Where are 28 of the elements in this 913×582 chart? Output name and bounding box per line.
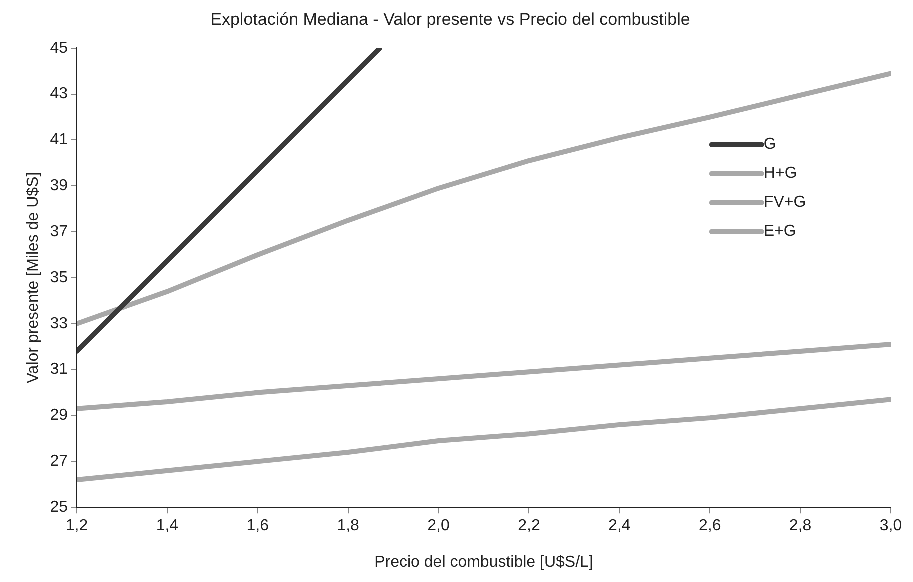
legend-label: E+G <box>764 223 796 240</box>
x-tick-label: 1,4 <box>156 518 179 535</box>
y-tick-label: 27 <box>50 453 68 470</box>
legend-label: FV+G <box>764 194 806 212</box>
x-tick-label: 1,8 <box>337 518 360 535</box>
chart-title: Explotación Mediana - Valor presente vs Precio del combustible <box>210 10 690 29</box>
x-tick-label: 3,0 <box>880 518 902 535</box>
x-tick-label: 2,0 <box>428 518 450 535</box>
legend-label: G <box>764 136 776 154</box>
y-tick-label: 37 <box>50 223 68 240</box>
x-tick-label: 2,6 <box>698 518 722 535</box>
x-tick-label: 2,4 <box>608 518 631 535</box>
y-axis-title: Valor presente [Miles de U$S] <box>25 172 42 384</box>
y-tick-label: 35 <box>50 269 68 286</box>
y-tick-label: 31 <box>50 361 68 378</box>
y-tick-label: 29 <box>50 407 68 424</box>
x-axis-title: Precio del combustible [U$S/L] <box>374 554 594 571</box>
y-tick-label: 25 <box>50 499 68 516</box>
x-tick-label: 2,2 <box>518 518 540 535</box>
x-tick-label: 1,6 <box>246 518 270 535</box>
y-tick-label: 39 <box>50 178 68 195</box>
y-tick-label: 41 <box>50 132 68 149</box>
x-tick-label: 2,8 <box>789 518 812 535</box>
y-tick-label: 43 <box>50 86 68 103</box>
y-tick-label: 45 <box>50 40 68 57</box>
legend-label: H+G <box>764 165 798 182</box>
x-tick-label: 1,2 <box>66 518 88 535</box>
y-tick-label: 33 <box>50 315 68 332</box>
